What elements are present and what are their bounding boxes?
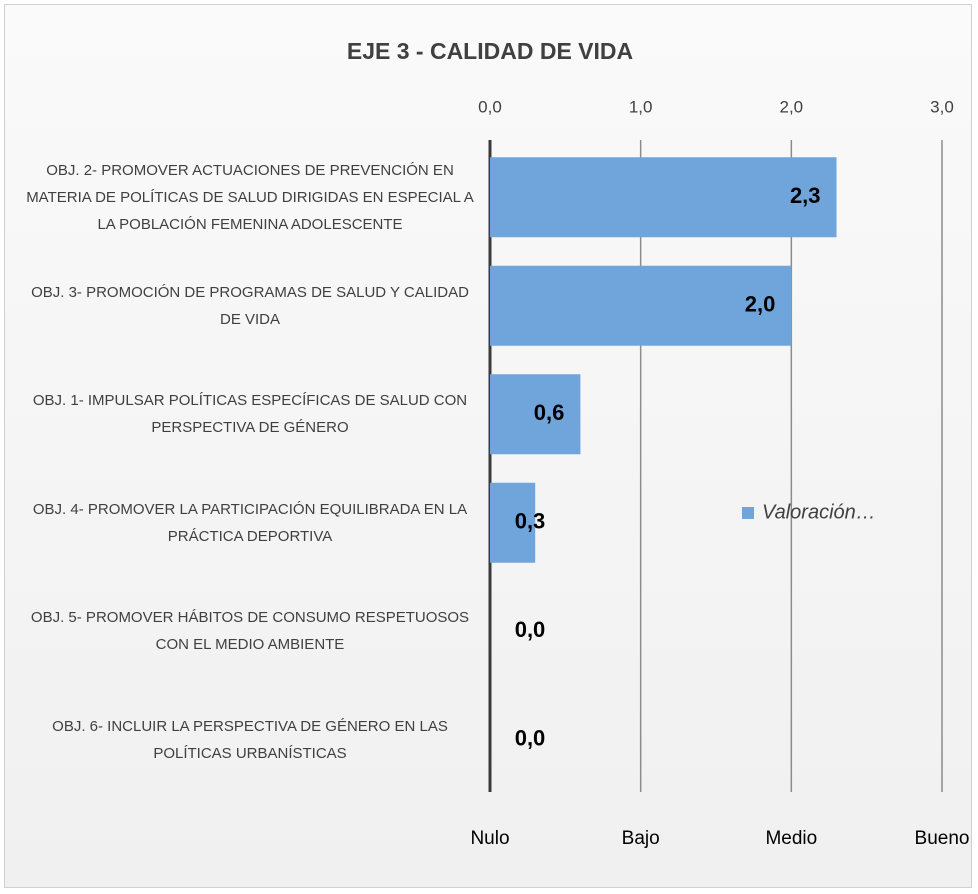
bar <box>490 482 536 563</box>
y-tick-label: OBJ. 1- IMPULSAR POLÍTICAS ESPECÍFICAS D… <box>32 392 468 437</box>
y-tick-label: OBJ. 3- PROMOCIÓN DE PROGRAMAS DE SALUD … <box>31 283 469 328</box>
legend-label: Valoración… <box>762 501 876 523</box>
legend-swatch <box>742 507 754 519</box>
y-tick-label: OBJ. 4- PROMOVER LA PARTICIPACIÓN EQUILI… <box>32 500 468 545</box>
bar <box>490 157 837 238</box>
bar <box>490 374 581 455</box>
x-tick-label: 3,0 <box>930 97 954 116</box>
chart-frame <box>4 4 972 888</box>
y-tick-label: OBJ. 5- PROMOVER HÁBITOS DE CONSUMO RESP… <box>30 609 470 654</box>
axis-level-label: Nulo <box>470 828 509 849</box>
x-tick-label: 0,0 <box>478 97 502 116</box>
x-tick-label: 1,0 <box>629 97 653 116</box>
axis-level-label: Medio <box>765 828 817 849</box>
data-label: 0,0 <box>515 726 546 751</box>
x-tick-label: 2,0 <box>780 97 804 116</box>
axis-level-label: Bajo <box>622 828 660 849</box>
axis-level-label: Bueno <box>915 828 970 849</box>
data-label: 2,3 <box>790 183 821 208</box>
bar <box>490 265 792 346</box>
y-tick-label: OBJ. 2- PROMOVER ACTUACIONES DE PREVENCI… <box>26 161 474 233</box>
data-label: 0,0 <box>515 617 546 642</box>
data-label: 0,3 <box>515 509 546 534</box>
data-label: 2,0 <box>745 292 776 317</box>
chart-title: EJE 3 - CALIDAD DE VIDA <box>347 38 633 64</box>
y-tick-label: OBJ. 6- INCLUIR LA PERSPECTIVA DE GÉNERO… <box>52 717 448 762</box>
data-label: 0,6 <box>534 400 565 425</box>
